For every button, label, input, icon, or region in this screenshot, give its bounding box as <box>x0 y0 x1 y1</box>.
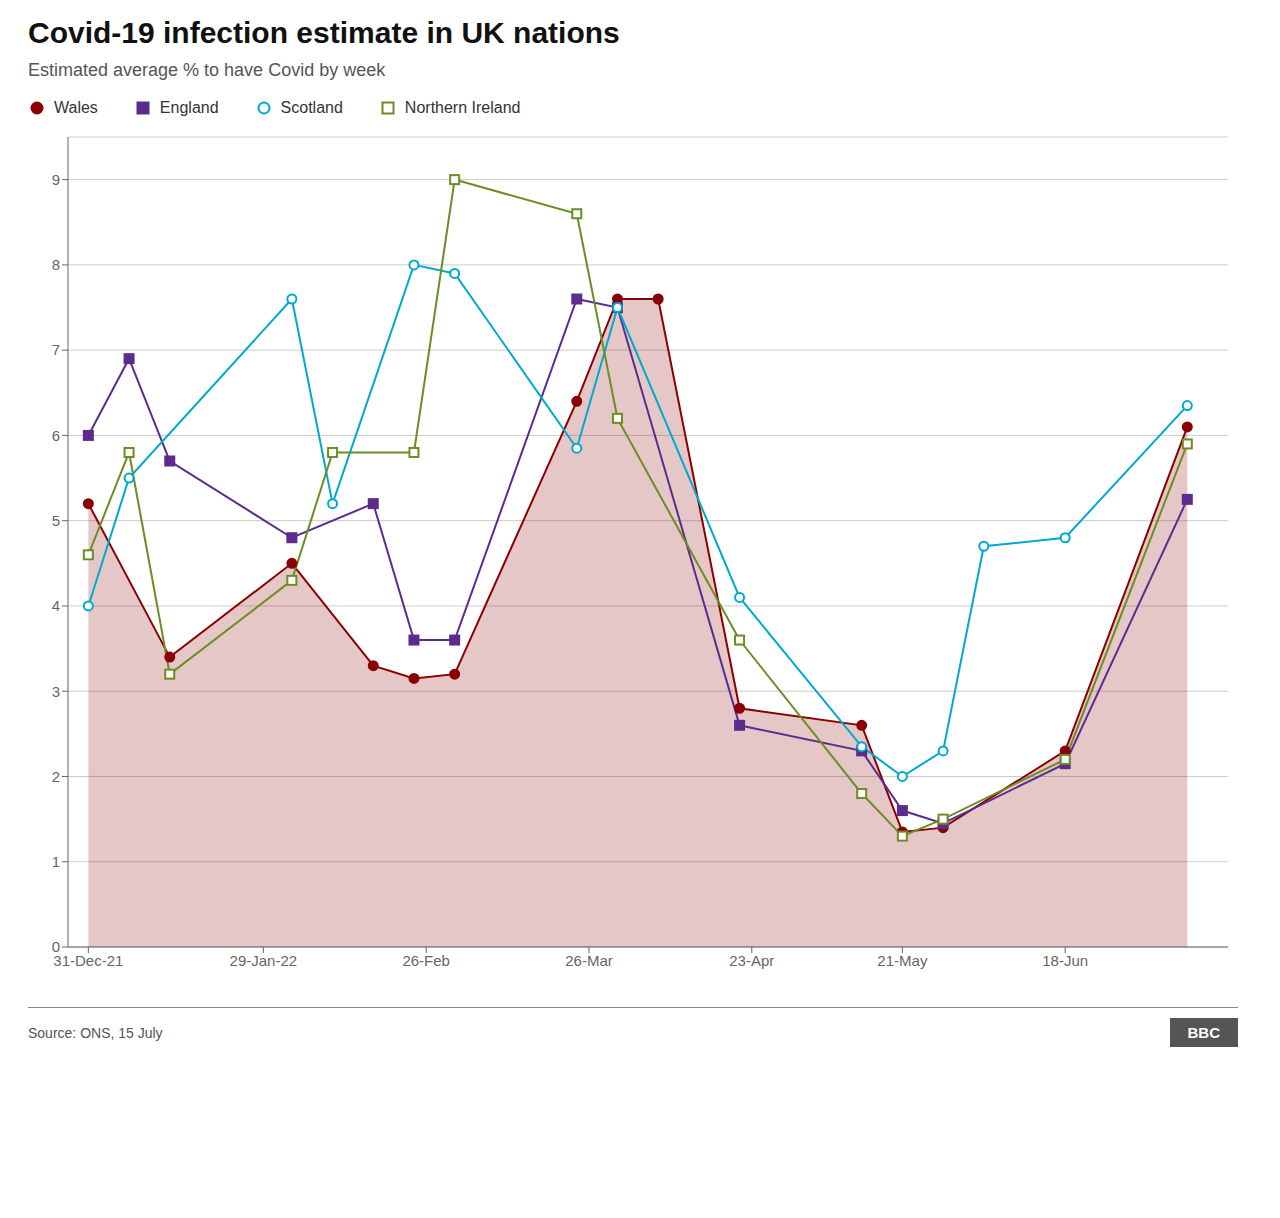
svg-text:1: 1 <box>52 853 60 870</box>
html-text:Northern Ireland: Northern Ireland <box>404 99 521 116</box>
html-text:BBC: BBC <box>1187 1024 1220 1041</box>
svg-text:26-Mar: 26-Mar <box>565 952 613 969</box>
svg-text:2: 2 <box>52 768 60 785</box>
html-text:Scotland: Scotland <box>280 99 343 116</box>
svg-text:6: 6 <box>52 427 60 444</box>
html-text:Covid-19 infection estimate in: Covid-19 infection estimate in UK nation… <box>28 16 620 49</box>
svg-text:0: 0 <box>52 938 60 955</box>
svg-text:4: 4 <box>52 597 60 614</box>
svg-text:21-May: 21-May <box>877 952 928 969</box>
svg-text:7: 7 <box>52 341 60 358</box>
svg-text:26-Feb: 26-Feb <box>402 952 450 969</box>
svg-text:9: 9 <box>52 171 60 188</box>
svg-text:3: 3 <box>52 683 60 700</box>
svg-text:18-Jun: 18-Jun <box>1042 952 1088 969</box>
svg-text:23-Apr: 23-Apr <box>729 952 774 969</box>
svg-text:29-Jan-22: 29-Jan-22 <box>230 952 298 969</box>
svg-text:31-Dec-21: 31-Dec-21 <box>53 952 123 969</box>
html-text:Wales: Wales <box>54 99 98 116</box>
svg-text:8: 8 <box>52 256 60 273</box>
html-text:England: England <box>159 99 219 116</box>
html-text:Source: ONS, 15 July: Source: ONS, 15 July <box>28 1024 163 1041</box>
html-text:Estimated average % to have Co: Estimated average % to have Covid by wee… <box>28 60 386 80</box>
svg-text:5: 5 <box>52 512 60 529</box>
